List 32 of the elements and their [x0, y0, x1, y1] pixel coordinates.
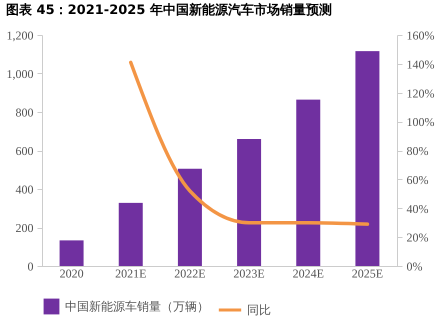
y-tick-label: 600	[16, 144, 34, 158]
bar	[237, 138, 262, 266]
y-tick-label: 800	[16, 106, 34, 120]
y-tick-label: 400	[16, 182, 34, 196]
legend-label: 中国新能源车销量（万辆）	[65, 300, 209, 314]
y2-tick-label: 100%	[406, 115, 434, 130]
legend-label: 同比	[247, 303, 271, 317]
y-tick-label: 1,000	[6, 67, 34, 81]
bar	[355, 51, 380, 266]
y2-tick-label: 20%	[406, 230, 428, 245]
y-tick-label: 1,200	[6, 28, 34, 42]
x-tick-label: 2022E	[174, 266, 206, 280]
x-tick-label: 2021E	[115, 266, 146, 280]
bar	[118, 202, 143, 266]
chart-title: 图表 45：2021-2025 年中国新能源汽车市场销量预测	[6, 2, 332, 18]
x-tick-label: 2025E	[352, 266, 384, 280]
y2-tick-label: 60%	[406, 172, 428, 187]
bar	[296, 100, 320, 266]
y2-tick-label: 0%	[406, 260, 422, 274]
x-tick-label: 2020	[60, 266, 84, 280]
y2-tick-label: 120%	[406, 86, 434, 100]
y2-tick-label: 160%	[406, 28, 434, 42]
y-tick-label: 0	[28, 260, 34, 274]
bar	[60, 240, 84, 266]
y2-tick-label: 140%	[406, 57, 434, 72]
y-tick-label: 200	[16, 221, 34, 235]
bar	[178, 168, 202, 266]
y2-tick-label: 40%	[406, 202, 428, 216]
x-tick-label: 2023E	[233, 266, 265, 280]
line-series	[129, 60, 370, 226]
y2-tick-label: 80%	[406, 144, 428, 158]
x-tick-label: 2024E	[292, 266, 324, 280]
